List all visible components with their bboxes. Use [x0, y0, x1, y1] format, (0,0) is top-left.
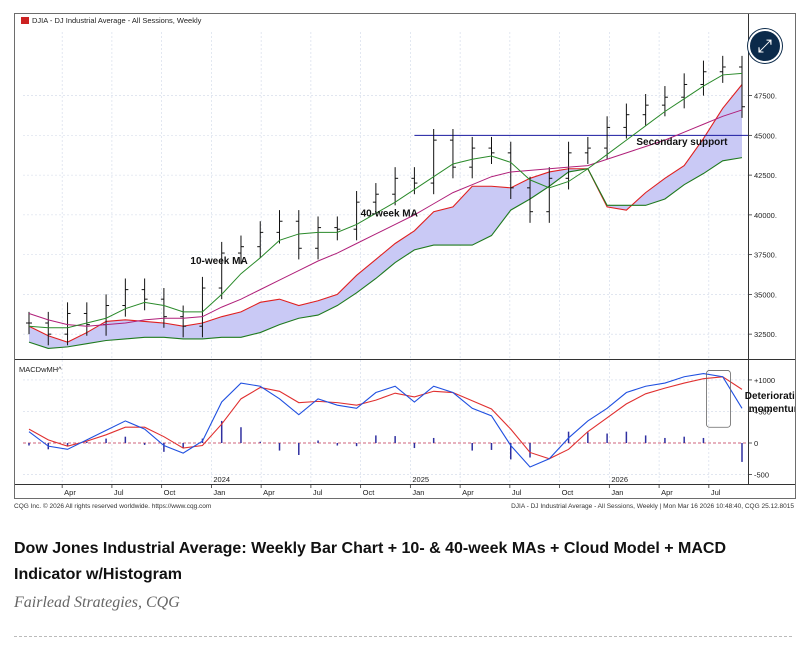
x-tick-label: Apr: [64, 488, 76, 497]
x-year-label: 2026: [611, 475, 628, 484]
x-year-label: 2025: [412, 475, 429, 484]
x-tick-label: Jul: [313, 488, 323, 497]
divider: [14, 636, 792, 637]
expand-icon[interactable]: ⤢: [748, 29, 782, 63]
macd-annotation: Deteriorating: [745, 391, 795, 402]
y-tick-label: 37500.: [754, 251, 777, 260]
footer-chart-info: DJIA - DJ Industrial Average - All Sessi…: [511, 503, 794, 510]
x-tick-label: Jan: [611, 488, 623, 497]
x-tick-label: Apr: [462, 488, 474, 497]
macd-y-tick-label: +1000: [754, 376, 775, 385]
macd-line: [28, 373, 743, 468]
y-tick-label: 42500.: [754, 171, 777, 180]
x-tick-label: Oct: [164, 488, 177, 497]
ma40-line: [28, 109, 743, 327]
macd-y-tick-label: +500: [754, 407, 771, 416]
chart-credit: Fairlead Strategies, CQG: [14, 594, 180, 611]
x-tick-label: Apr: [263, 488, 275, 497]
cloud-top-line: [28, 84, 743, 343]
ma10-line: [28, 72, 743, 329]
x-year-label: 2024: [213, 475, 230, 484]
price-annotation: Secondary support: [636, 137, 728, 148]
x-tick-label: Jul: [711, 488, 721, 497]
x-tick-label: Jan: [412, 488, 424, 497]
chart-header-text: DJIA - DJ Industrial Average - All Sessi…: [32, 16, 202, 25]
price-annotation: 10-week MA: [190, 256, 247, 267]
x-tick-label: Apr: [661, 488, 673, 497]
y-tick-label: 40000.: [754, 211, 777, 220]
y-tick-label: 45000.: [754, 131, 777, 140]
macd-y-tick-label: 0: [754, 439, 758, 448]
macd-signal-line: [28, 376, 743, 460]
macd-annotation: momentum: [749, 404, 795, 415]
macd-panel-label: MACDwMH^: [19, 365, 62, 374]
cqg-flag-icon: [21, 17, 29, 24]
x-tick-label: Oct: [562, 488, 575, 497]
momentum-highlight-box: [706, 370, 731, 428]
chart-frame: DJIA - DJ Industrial Average - All Sessi…: [14, 13, 796, 499]
x-tick-label: Jul: [512, 488, 522, 497]
x-tick-label: Jan: [213, 488, 225, 497]
x-tick-label: Oct: [363, 488, 376, 497]
y-tick-label: 32500.: [754, 330, 777, 339]
price-and-macd-chart: Apr Jul Oct Jan Apr Jul Oct Jan Apr Jul Oct Jan Apr J…: [15, 14, 795, 497]
chart-caption: Dow Jones Industrial Average: Weekly Bar…: [14, 540, 727, 583]
chart-header: DJIA - DJ Industrial Average - All Sessi…: [21, 16, 201, 25]
price-annotation: 40-week MA: [361, 208, 418, 219]
x-tick-label: Jul: [114, 488, 124, 497]
cloud-bottom-line: [28, 157, 743, 350]
y-tick-label: 35000.: [754, 290, 777, 299]
y-tick-label: 47500.: [754, 92, 777, 101]
macd-y-tick-label: -500: [754, 471, 769, 480]
footer-copyright: CQG Inc. © 2026 All rights reserved worl…: [14, 503, 212, 510]
